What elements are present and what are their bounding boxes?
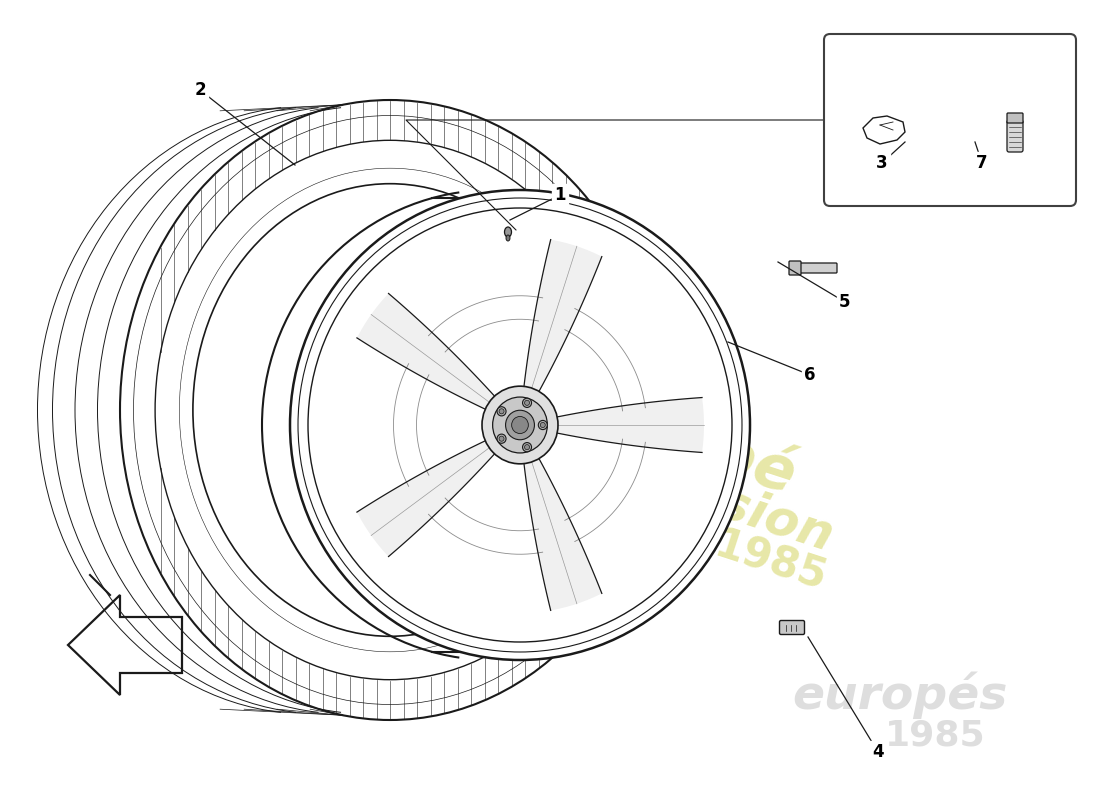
Ellipse shape	[522, 398, 531, 407]
Text: 1: 1	[554, 186, 565, 204]
Ellipse shape	[522, 442, 531, 452]
Ellipse shape	[506, 410, 535, 440]
Ellipse shape	[505, 227, 512, 237]
Ellipse shape	[525, 445, 529, 450]
Ellipse shape	[120, 100, 660, 720]
Ellipse shape	[506, 235, 510, 241]
Ellipse shape	[493, 397, 548, 453]
Text: 6: 6	[804, 366, 816, 384]
FancyBboxPatch shape	[1006, 113, 1023, 123]
Ellipse shape	[290, 190, 750, 660]
FancyBboxPatch shape	[824, 34, 1076, 206]
Text: europés: europés	[792, 671, 1008, 718]
Ellipse shape	[497, 434, 506, 443]
Ellipse shape	[482, 386, 558, 464]
Ellipse shape	[538, 421, 548, 430]
Ellipse shape	[525, 400, 529, 406]
Text: 1985: 1985	[708, 524, 832, 600]
Ellipse shape	[512, 417, 528, 434]
FancyBboxPatch shape	[780, 621, 804, 634]
Ellipse shape	[499, 409, 504, 414]
FancyBboxPatch shape	[1006, 120, 1023, 152]
Text: 4: 4	[872, 743, 883, 761]
Text: europé: europé	[556, 374, 805, 506]
Polygon shape	[524, 240, 602, 391]
Text: 5: 5	[839, 293, 850, 311]
Polygon shape	[558, 398, 704, 453]
Ellipse shape	[540, 422, 546, 427]
Ellipse shape	[497, 406, 506, 416]
FancyBboxPatch shape	[798, 263, 837, 273]
FancyBboxPatch shape	[789, 261, 801, 275]
Text: 1985: 1985	[884, 718, 986, 752]
Text: passion: passion	[619, 449, 840, 562]
Text: 2: 2	[195, 81, 206, 99]
Ellipse shape	[499, 436, 504, 442]
Polygon shape	[524, 458, 602, 610]
Polygon shape	[356, 441, 495, 557]
Text: 3: 3	[877, 154, 888, 172]
Text: 7: 7	[976, 154, 988, 172]
Polygon shape	[356, 294, 495, 410]
